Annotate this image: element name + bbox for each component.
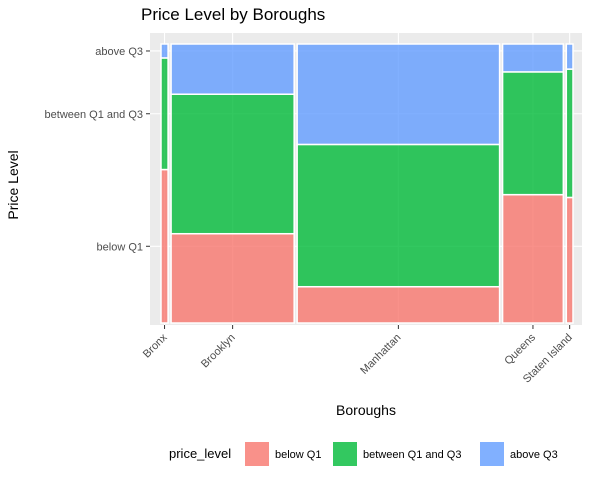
- tile-manhattan-below-q1: [296, 285, 501, 324]
- tile-queens-below-q1: [501, 193, 565, 324]
- legend-title: price_level: [169, 446, 231, 461]
- legend-key-below-q1: [245, 442, 269, 466]
- x-axis-title: Boroughs: [336, 402, 396, 418]
- tile-brooklyn-below-q1: [170, 232, 295, 324]
- y-tick-label-above-q3: above Q3: [95, 46, 143, 58]
- legend-key-between-q1-and-q3: [333, 442, 357, 466]
- tile-manhattan-above-q3: [296, 43, 501, 146]
- legend: price_level below Q1 between Q1 and Q3 abo…: [169, 442, 558, 466]
- tile-bronx-below-q1: [160, 168, 169, 324]
- tile-queens-between-q1-and-q3: [501, 71, 565, 196]
- tile-bronx-between-q1-and-q3: [160, 57, 169, 171]
- y-tick-label-below-q1: below Q1: [97, 241, 143, 253]
- legend-key-above-q3: [480, 442, 504, 466]
- tile-queens-above-q3: [501, 43, 565, 73]
- tile-bronx-above-q3: [160, 43, 169, 59]
- x-tick-label-bronx: Bronx: [141, 331, 170, 360]
- tile-brooklyn-between-q1-and-q3: [170, 93, 295, 235]
- legend-label-above-q3: above Q3: [510, 449, 558, 461]
- y-tick-label-between-q1-and-q3: between Q1 and Q3: [45, 109, 143, 121]
- tile-manhattan-between-q1-and-q3: [296, 143, 501, 288]
- x-tick-label-brooklyn: Brooklyn: [199, 332, 238, 371]
- legend-label-between-q1-and-q3: between Q1 and Q3: [363, 449, 461, 461]
- tile-staten-island-below-q1: [565, 196, 574, 324]
- tile-staten-island-above-q3: [565, 43, 574, 70]
- tile-staten-island-between-q1-and-q3: [565, 68, 574, 199]
- tile-brooklyn-above-q3: [170, 43, 295, 95]
- legend-label-below-q1: below Q1: [275, 449, 321, 461]
- y-axis-title: Price Level: [5, 150, 21, 219]
- x-tick-label-queens: Queens: [502, 331, 538, 367]
- x-tick-label-manhattan: Manhattan: [358, 332, 403, 377]
- chart-title: Price Level by Boroughs: [141, 5, 325, 24]
- mosaic-tiles: [160, 43, 574, 324]
